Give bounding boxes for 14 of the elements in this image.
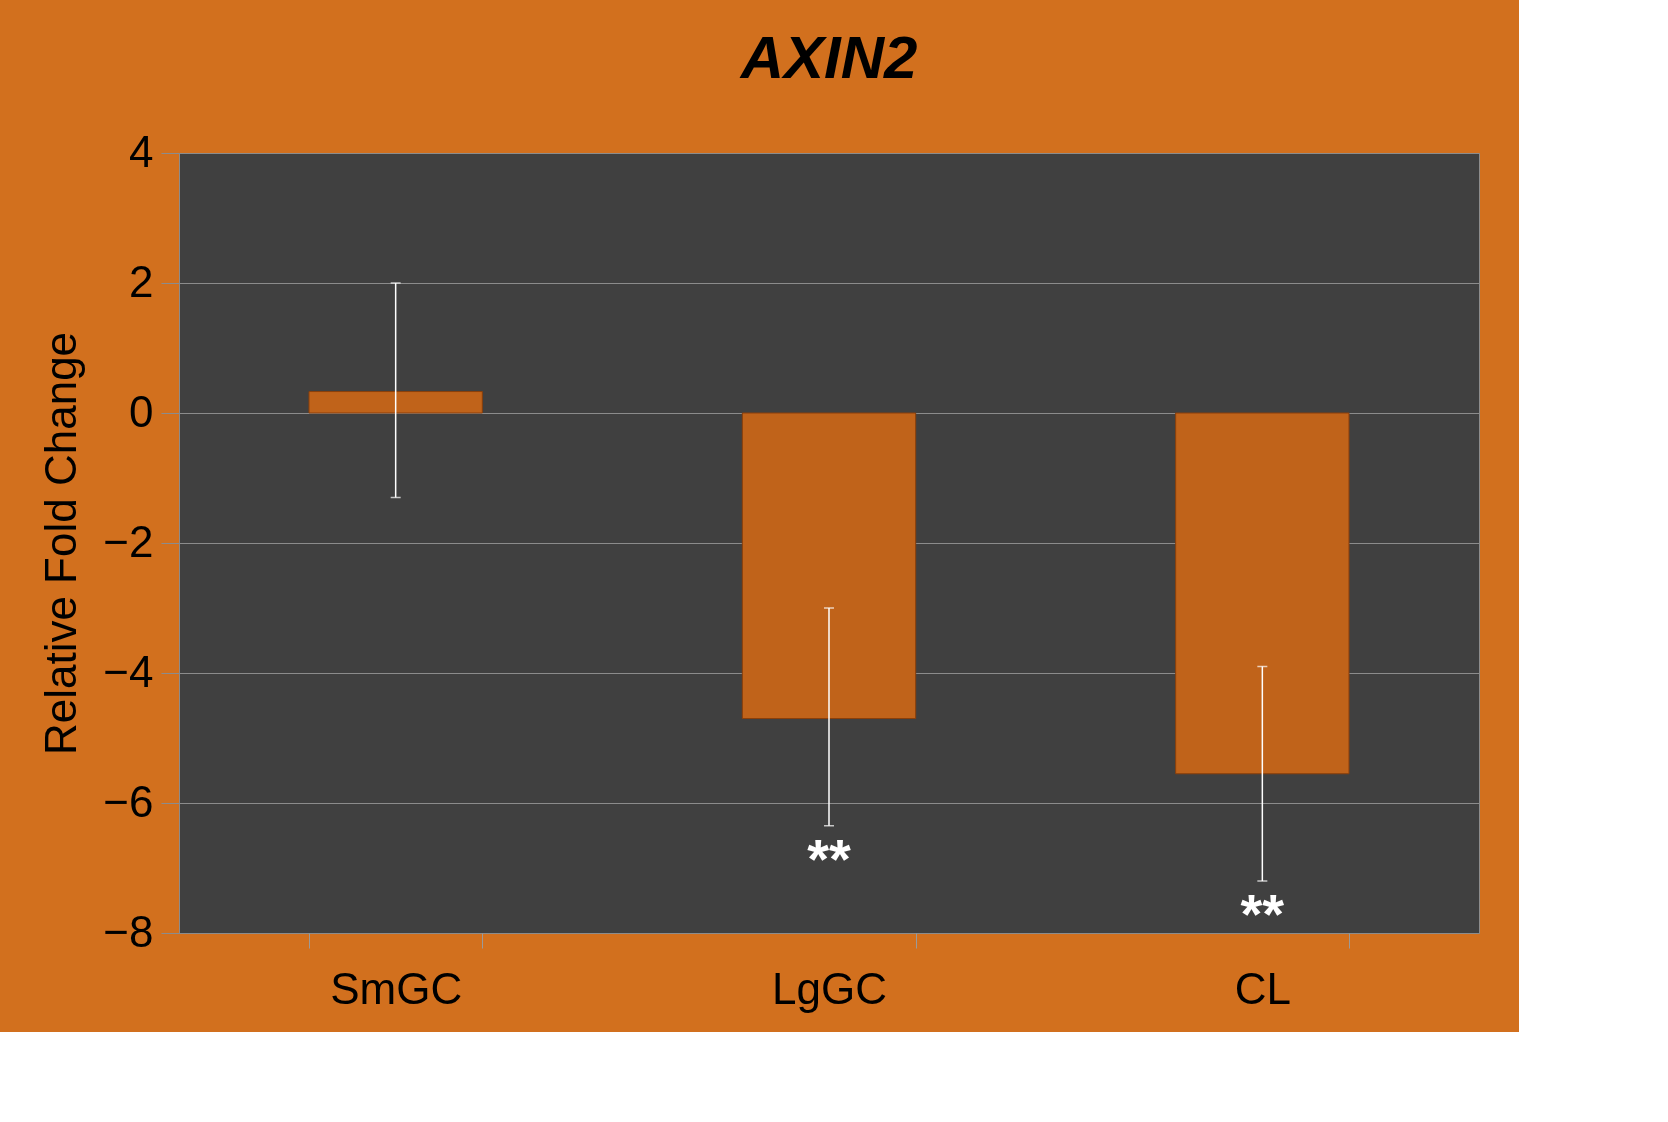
y-tick-label: −4	[103, 646, 154, 696]
x-tick-label: SmGC	[330, 963, 463, 1013]
y-axis-title: Relative Fold Change	[36, 331, 86, 756]
annotation: **	[1240, 882, 1285, 945]
chart-title: AXIN2	[738, 24, 918, 91]
annotation: **	[807, 826, 851, 890]
y-tick-label: −6	[103, 776, 154, 826]
y-tick-label: 4	[129, 126, 154, 176]
x-tick-label: CL	[1234, 963, 1291, 1013]
y-tick-label: 2	[129, 256, 154, 306]
y-tick-label: −8	[103, 906, 154, 956]
y-tick-label: 0	[129, 386, 154, 436]
x-tick-label: LgGC	[772, 963, 887, 1013]
y-tick-label: −2	[103, 516, 154, 566]
